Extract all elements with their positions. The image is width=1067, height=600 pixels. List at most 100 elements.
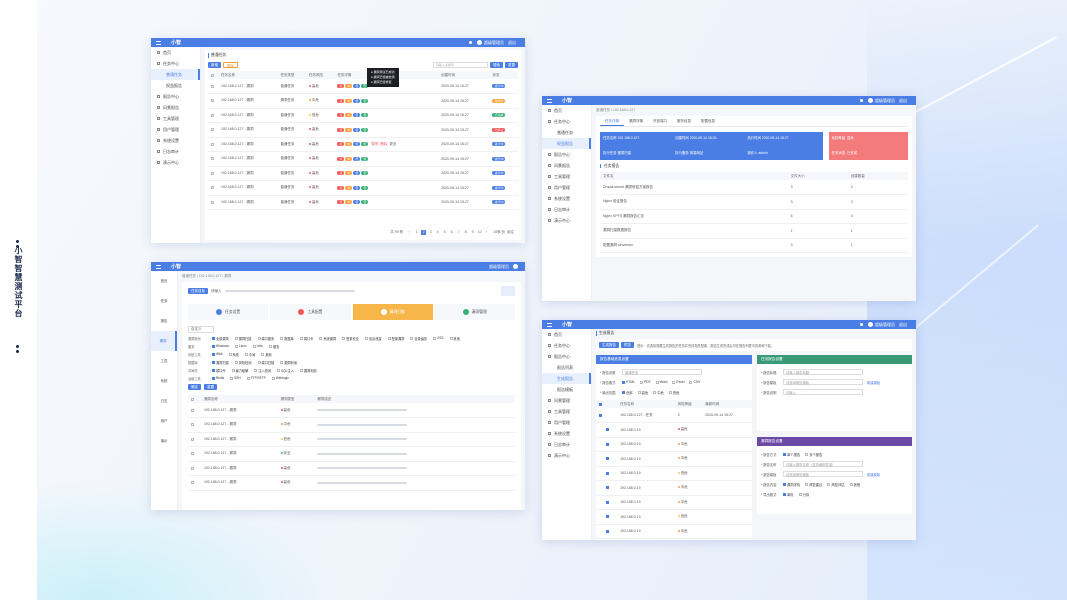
checkbox[interactable] (277, 369, 281, 373)
checkbox[interactable] (211, 157, 214, 161)
checkbox[interactable] (230, 376, 234, 380)
checkbox[interactable] (653, 391, 657, 395)
table-row[interactable]: 192.168.0.19 高危 (596, 422, 752, 438)
checkbox[interactable] (257, 337, 261, 341)
page-number[interactable]: 4 (436, 230, 439, 234)
page-number[interactable]: 1 (415, 230, 418, 234)
checkbox[interactable] (606, 428, 609, 432)
sidebar-item[interactable]: 工具 (151, 351, 177, 371)
option-checkbox[interactable]: Redis (212, 376, 224, 380)
table-row[interactable]: 192.168.0.127 - 任务232020-09-14 15:27 (596, 538, 752, 540)
sidebar-item[interactable]: 首页 (542, 329, 591, 340)
option-checkbox[interactable]: 暴力破解 (231, 368, 248, 373)
table-row[interactable]: 192.168.0.127 - 任务 0 2020-09-14 15:27 (596, 408, 752, 423)
table-row[interactable]: Drupal-kernel 漏洞修复方案报告 3 2 (600, 180, 908, 195)
row-action-link[interactable]: 删除 (380, 141, 388, 146)
page-size[interactable]: 10条/页 (493, 230, 505, 234)
checkbox[interactable] (234, 337, 238, 341)
option-checkbox[interactable]: 弱口令 (299, 336, 313, 341)
checkbox[interactable] (211, 73, 214, 77)
form-option[interactable]: 单个报告 (783, 452, 800, 457)
checkbox[interactable] (211, 99, 214, 103)
checkbox[interactable] (212, 352, 215, 356)
avatar[interactable] (513, 264, 518, 269)
checkbox[interactable] (257, 361, 261, 365)
user-name[interactable]: 超级管理员 (489, 263, 509, 269)
avatar[interactable] (868, 98, 873, 103)
row-action-link[interactable]: 更多 (389, 141, 397, 146)
option-checkbox[interactable]: 风险检测 (234, 360, 252, 365)
sidebar-item[interactable]: 系统 (151, 371, 177, 391)
form-input[interactable]: 普通任务 (622, 369, 702, 375)
step-tab[interactable]: 工具配置 (270, 304, 351, 320)
checkbox[interactable] (342, 337, 346, 341)
form-option[interactable]: CSV (689, 380, 700, 384)
delete-button[interactable]: 删除 (223, 62, 238, 68)
table-row[interactable]: Nginx 验证报告 3 2 (600, 194, 908, 210)
row-check[interactable] (188, 446, 201, 462)
avatar[interactable] (477, 40, 482, 45)
checkbox[interactable] (212, 337, 215, 341)
checkbox[interactable] (319, 337, 323, 341)
user-name[interactable]: 超级管理员 (875, 321, 895, 327)
option-checkbox[interactable]: Unix (252, 344, 263, 348)
checkbox[interactable] (211, 142, 214, 146)
row-check[interactable] (208, 180, 219, 196)
row-check[interactable] (188, 417, 201, 433)
form-option[interactable]: 高危 (637, 390, 648, 395)
option-checkbox[interactable]: 系统 (228, 352, 239, 357)
sidebar-item[interactable]: 任务中心 (542, 340, 591, 351)
checkbox[interactable] (364, 337, 368, 341)
sidebar-item[interactable]: 权益报告 (151, 80, 200, 91)
checkbox[interactable] (280, 337, 284, 341)
option-checkbox[interactable]: 端口扫描 (257, 360, 274, 365)
checkbox[interactable] (211, 200, 214, 204)
checkbox[interactable] (637, 391, 641, 395)
hamburger-icon[interactable] (156, 264, 161, 269)
tab[interactable]: 任务详情 (600, 116, 624, 126)
option-checkbox[interactable]: 配置漏洞 (387, 336, 404, 341)
checkbox[interactable] (268, 345, 272, 349)
option-checkbox[interactable]: 端口服务 (257, 336, 274, 341)
checkbox[interactable] (244, 353, 248, 357)
checkbox[interactable] (191, 423, 194, 427)
sidebar-item[interactable]: 日志审计 (542, 204, 591, 215)
user-name[interactable]: 超级管理员 (484, 39, 504, 45)
checkbox[interactable] (252, 344, 256, 348)
form-option[interactable]: 其他 (849, 482, 860, 487)
table-row[interactable]: Nginx SPFS 漏洞报告汇总 6 4 (600, 209, 908, 224)
form-option[interactable]: 低危 (668, 390, 679, 395)
bell-icon[interactable] (860, 323, 863, 326)
row-check[interactable] (208, 137, 219, 152)
sidebar-item[interactable]: 风景管理 (542, 395, 591, 406)
user-name[interactable]: 超级管理员 (875, 97, 895, 103)
option-checkbox[interactable]: 信息泄露 (364, 336, 382, 341)
table-row[interactable]: 192.168.0.127 - 漏洞 漏洞任务 中危高中低安 2020-09-14 1… (208, 93, 518, 109)
tab[interactable]: 配置信息 (701, 119, 715, 123)
reset-button[interactable]: 重置 (505, 62, 518, 68)
form-option[interactable]: 中危 (653, 390, 664, 395)
page-number[interactable]: 7 (457, 230, 460, 234)
checkbox[interactable] (261, 353, 265, 357)
sidebar-item[interactable]: 任务中心 (542, 116, 591, 127)
next-page[interactable]: › (486, 230, 488, 234)
checkbox[interactable] (387, 337, 391, 341)
new-button[interactable]: 新增 (208, 62, 221, 68)
table-row[interactable]: 192.168.0.19 中危 (596, 437, 752, 452)
option-checkbox[interactable]: Weblogic (271, 376, 289, 380)
table-row[interactable]: 192.168.0.19 中危 (596, 480, 752, 496)
form-option[interactable]: PDF (639, 380, 651, 384)
option-checkbox[interactable]: 漏洞利用 (280, 360, 297, 365)
row-check[interactable] (188, 475, 201, 491)
checkbox[interactable] (622, 380, 625, 384)
form-option[interactable]: 全部 (622, 390, 633, 395)
sidebar-item[interactable]: 报告中心 (542, 351, 591, 362)
new-template-link[interactable]: 新建模板 (867, 472, 881, 477)
sidebar-item[interactable]: 报告中心 (151, 91, 200, 102)
form-option[interactable]: 分拆 (798, 492, 809, 497)
checkbox[interactable] (231, 369, 235, 373)
step-tab[interactable]: 漏洞扫描 (352, 304, 433, 320)
sidebar-item[interactable]: 演示 (151, 431, 177, 451)
sidebar-item[interactable]: 系统设置 (542, 193, 591, 204)
checkbox[interactable] (449, 337, 453, 341)
